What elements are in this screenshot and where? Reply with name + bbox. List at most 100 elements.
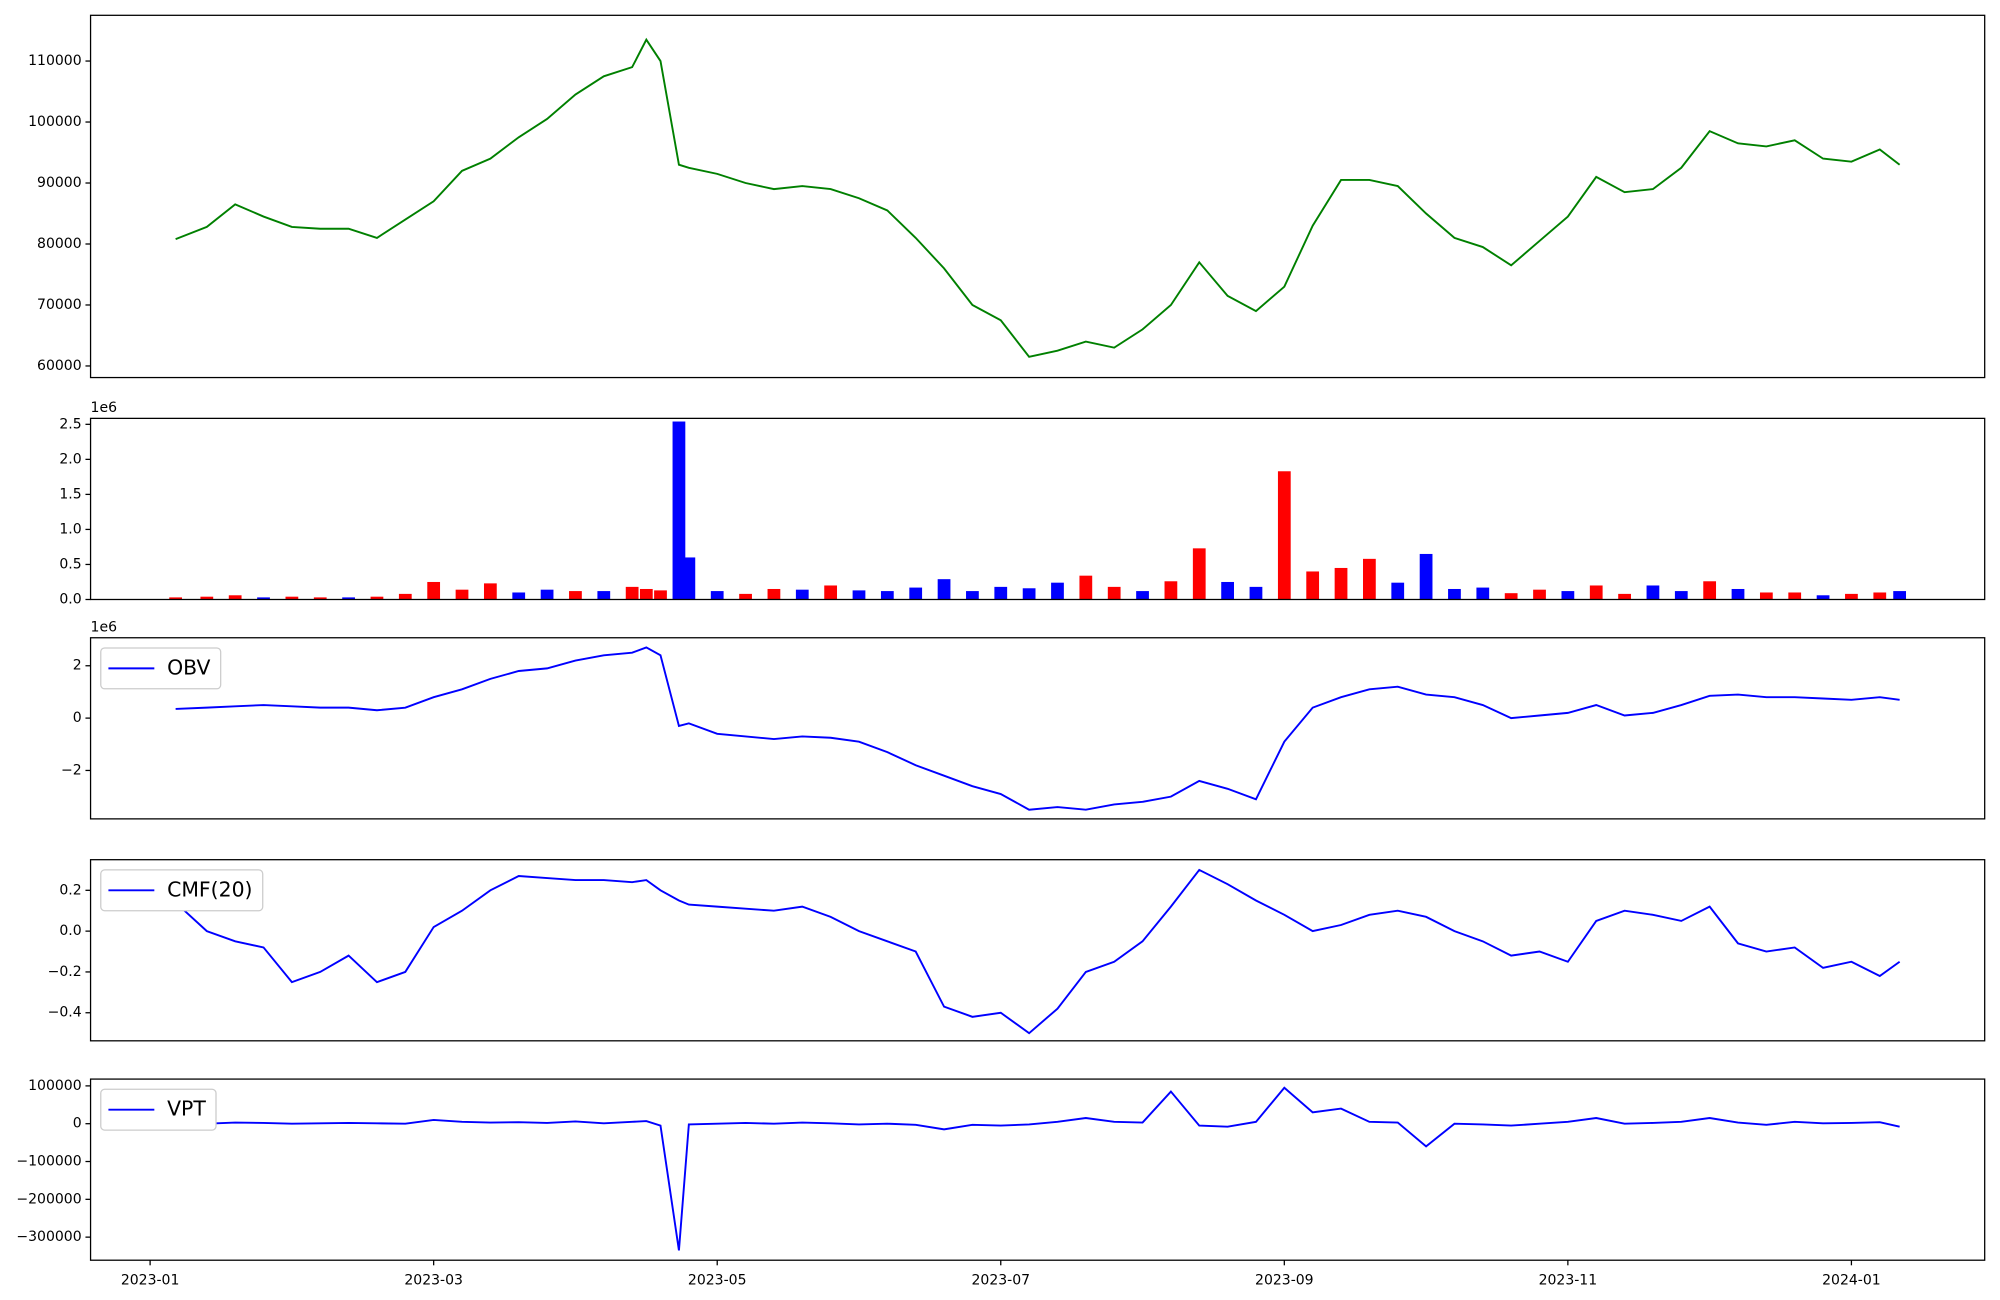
volume-bar (1816, 595, 1830, 600)
y-tick-label: 0.0 (59, 923, 81, 939)
y-tick-label: −200000 (16, 1191, 81, 1207)
volume-bar (1504, 593, 1518, 600)
volume-bar (994, 586, 1008, 600)
volume-bar (654, 590, 667, 600)
volume-bar (257, 597, 270, 600)
volume-bar (483, 583, 497, 600)
volume-bar (1561, 591, 1575, 600)
volume-bar (1051, 582, 1064, 600)
volume-bar (795, 589, 809, 600)
volume-bar (937, 579, 951, 600)
volume-bar (1022, 588, 1036, 600)
y-tick-label: 0 (73, 1116, 82, 1132)
volume-bar (852, 590, 866, 600)
y-tick-label: −2 (61, 762, 82, 778)
volume-bar (1618, 593, 1631, 600)
volume-bar (1221, 581, 1234, 600)
y-tick-label: 90000 (37, 175, 82, 191)
y-tick-label: 0.0 (59, 591, 81, 607)
y-tick-label: 100000 (28, 114, 82, 130)
volume-bar (1646, 585, 1660, 600)
volume-bar (1788, 592, 1802, 600)
volume-bar (1079, 575, 1093, 600)
legend-box (100, 647, 222, 690)
series-line (175, 646, 1900, 811)
volume-bar (370, 596, 384, 600)
volume-bar (597, 591, 611, 600)
x-tick-label: 2023-05 (688, 1273, 747, 1289)
legend-box (100, 1088, 217, 1131)
x-tick-label: 2024-01 (1822, 1273, 1881, 1289)
volume-bar (767, 588, 781, 600)
volume-bar (682, 557, 696, 600)
volume-bar (710, 591, 724, 600)
y-tick-label: 0 (73, 710, 82, 726)
volume-bar (1759, 592, 1773, 600)
series-line (175, 1086, 1900, 1251)
y-tick-label: −300000 (16, 1229, 81, 1245)
x-tick-label: 2023-07 (971, 1273, 1030, 1289)
volume-bar (1391, 582, 1405, 600)
volume-bar (228, 595, 242, 600)
y-tick-label: 60000 (37, 358, 82, 374)
volume-bar (909, 587, 923, 600)
series-line (174, 868, 1901, 1035)
volume-bar (1893, 591, 1907, 600)
y-tick-label: 2.5 (59, 416, 81, 432)
volume-bar (1731, 588, 1745, 600)
y-tick-label: −0.2 (48, 964, 82, 980)
y-tick-label: 70000 (37, 297, 82, 313)
y-tick-label: 2.0 (59, 451, 81, 467)
axes-frame (89, 417, 1986, 601)
volume-bar (569, 591, 582, 600)
y-tick-label: 2 (73, 658, 82, 674)
volume-bar (672, 421, 686, 600)
volume-bar (1589, 585, 1603, 600)
volume-bar (455, 589, 469, 600)
legend-box (100, 869, 264, 912)
volume-bar (427, 581, 441, 600)
y-tick-label: 1.5 (59, 486, 81, 502)
volume-bar (1306, 571, 1320, 600)
volume-bar (1476, 587, 1490, 600)
y-tick-label: 100000 (28, 1078, 82, 1094)
volume-bar (1363, 558, 1376, 600)
volume-bar (1164, 581, 1178, 600)
volume-bar (285, 596, 299, 600)
volume-bar (739, 593, 752, 600)
x-tick-label: 2023-09 (1255, 1273, 1314, 1289)
volume-bar (880, 591, 894, 600)
x-tick-label: 2023-03 (404, 1273, 463, 1289)
axes-frame (89, 14, 1986, 379)
volume-bar (1703, 581, 1717, 600)
x-tick-label: 2023-01 (121, 1273, 180, 1289)
volume-bar (169, 597, 183, 600)
volume-bar (1448, 588, 1461, 600)
volume-bar (625, 586, 639, 600)
y-tick-label: 80000 (37, 236, 82, 252)
volume-bar (342, 597, 355, 600)
y-tick-label: 110000 (28, 53, 82, 69)
y-tick-label: 0.2 (59, 882, 81, 898)
volume-bar (1674, 591, 1688, 600)
volume-bar (1192, 548, 1206, 600)
legend-label: OBV (167, 655, 210, 679)
volume-bar (1277, 471, 1291, 600)
volume-bar (966, 591, 979, 600)
axes-frame (89, 637, 1986, 820)
x-tick-label: 2023-11 (1539, 1273, 1598, 1289)
volume-bar (1249, 586, 1263, 600)
volume-bar (512, 592, 526, 600)
axis-offset: 1e6 (91, 400, 118, 416)
volume-bar (200, 596, 214, 600)
y-tick-label: 0.5 (59, 556, 81, 572)
volume-bar (1107, 586, 1121, 600)
y-tick-label: −100000 (16, 1154, 81, 1170)
axis-offset: 1e6 (91, 620, 118, 636)
volume-bar (313, 597, 327, 600)
volume-bar (824, 585, 838, 600)
volume-bar (1136, 591, 1149, 600)
volume-bar (1334, 567, 1348, 600)
volume-bar (1419, 553, 1433, 600)
